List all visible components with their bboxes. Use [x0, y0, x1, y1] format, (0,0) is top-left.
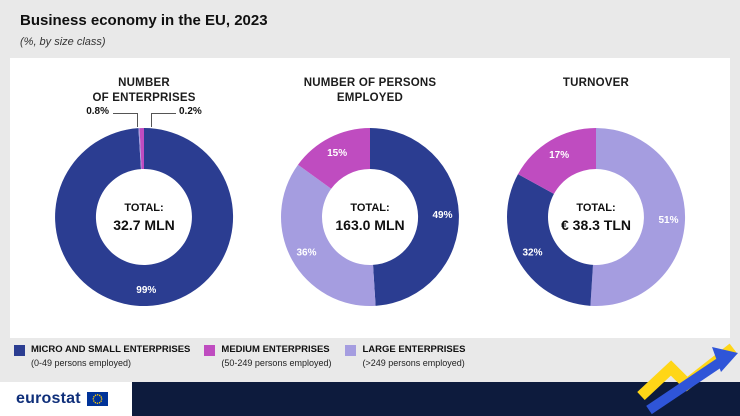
chart-heading: NUMBER OF ENTERPRISES [92, 77, 196, 104]
legend-text: MEDIUM ENTERPRISES (50-249 persons emplo… [221, 344, 331, 369]
callout-large-pct: 0.2% [179, 106, 202, 117]
callout-leader-line-left [113, 113, 138, 127]
legend-swatch-large [345, 345, 357, 356]
donut-slice-micro-small-enterprises [370, 128, 459, 306]
donut-chart-turnover: 51% 32% 17% TOTAL: € 38.3 TLN [503, 124, 689, 310]
legend-label: LARGE ENTERPRISES [362, 344, 466, 355]
legend-item-micro-small: MICRO AND SMALL ENTERPRISES (0-49 person… [14, 344, 190, 369]
charts-panel: NUMBER OF ENTERPRISES 99% TOTAL: 32.7 ML… [10, 58, 730, 338]
slice-label-micro-small-enterprises: 49% [432, 210, 452, 221]
eu-flag-icon [86, 392, 108, 406]
decorative-arrow-shaft [646, 358, 722, 415]
legend: MICRO AND SMALL ENTERPRISES (0-49 person… [14, 344, 465, 369]
chart-persons-employed: NUMBER OF PERSONS EMPLOYED 49% 36% 15% TOT… [262, 58, 478, 338]
page-subtitle: (%, by size class) [20, 36, 106, 48]
chart-heading: NUMBER OF PERSONS EMPLOYED [303, 77, 437, 104]
donut-slice-large-enterprises [138, 128, 142, 170]
eurostat-logo-text: eurostat [16, 390, 81, 407]
slice-label-micro-small-enterprises: 32% [522, 247, 542, 258]
legend-swatch-medium [204, 345, 216, 356]
donut-slice-micro-small-enterprises [507, 174, 593, 306]
donut-chart-persons-employed: 49% 36% 15% TOTAL: 163.0 MLN [277, 124, 463, 310]
chart-turnover: TURNOVER 51% 32% 17% TOTAL: € 38.3 TLN [488, 58, 704, 338]
chart-number-of-enterprises: NUMBER OF ENTERPRISES 99% TOTAL: 32.7 ML… [36, 58, 252, 338]
eurostat-logo: eurostat [0, 382, 132, 416]
legend-text: LARGE ENTERPRISES (>249 persons employed… [362, 344, 465, 369]
donut-svg: 99% [55, 127, 234, 307]
decorative-arrow-head [712, 347, 738, 372]
legend-label: MICRO AND SMALL ENTERPRISES [31, 344, 191, 355]
donut-slice-large-enterprises [281, 164, 376, 306]
page-title: Business economy in the EU, 2023 [20, 12, 268, 29]
legend-sublabel: (>249 persons employed) [362, 357, 465, 368]
slice-label-micro-small-enterprises: 99% [136, 285, 156, 296]
legend-text: MICRO AND SMALL ENTERPRISES (0-49 person… [31, 344, 190, 369]
legend-sublabel: (0-49 persons employed) [31, 357, 132, 368]
donut-svg: 49% 36% 15% [281, 128, 459, 306]
donut-svg: 51% 32% 17% [507, 127, 686, 306]
donut-slice-medium-enterprises [518, 128, 596, 194]
slice-label-large-enterprises: 51% [658, 215, 678, 226]
slice-label-medium-enterprises: 17% [549, 150, 569, 161]
donut-slice-medium-enterprises [298, 128, 370, 189]
slice-label-medium-enterprises: 15% [327, 148, 347, 159]
legend-label: MEDIUM ENTERPRISES [221, 344, 330, 355]
legend-sublabel: (50-249 persons employed) [221, 357, 332, 368]
chart-heading: TURNOVER [562, 77, 630, 89]
slice-label-large-enterprises: 36% [296, 247, 316, 258]
callout-leader-line-right [151, 113, 176, 127]
donut-slice-large-enterprises [590, 127, 686, 306]
callout-medium-pct: 0.8% [86, 106, 109, 117]
donut-slice-micro-small-enterprises [55, 127, 234, 307]
donut-chart-enterprises: 99% TOTAL: 32.7 MLN 0.8% 0.2% [51, 106, 237, 310]
legend-item-large: LARGE ENTERPRISES (>249 persons employed… [345, 344, 465, 369]
decorative-arrow-graphic [637, 343, 738, 415]
legend-item-medium: MEDIUM ENTERPRISES (50-249 persons emplo… [204, 344, 331, 369]
donut-slice-medium-enterprises [139, 127, 144, 170]
legend-swatch-micro [14, 345, 25, 356]
